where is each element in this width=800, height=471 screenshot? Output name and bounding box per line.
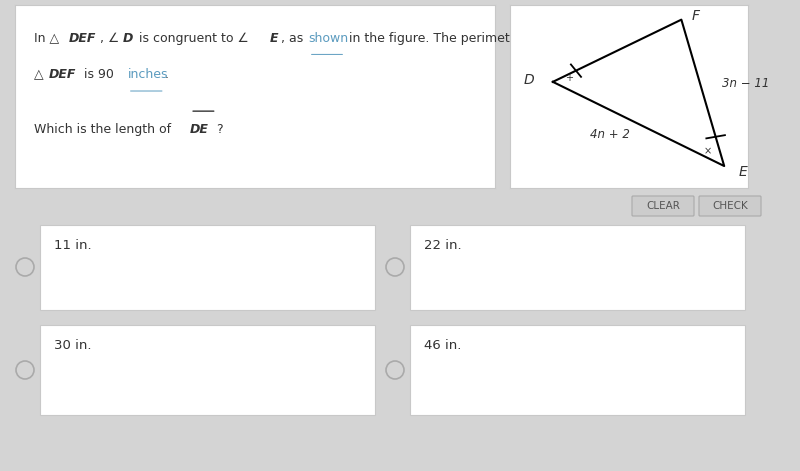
Text: ?: ? [217,123,223,136]
FancyBboxPatch shape [40,225,375,310]
FancyBboxPatch shape [410,325,745,415]
Text: 3n − 11: 3n − 11 [722,77,770,90]
Text: △: △ [34,68,44,81]
Text: E: E [739,164,748,179]
Text: ×: × [703,146,712,156]
Text: , as: , as [282,32,304,45]
FancyBboxPatch shape [40,325,375,415]
Text: F: F [692,9,700,23]
Text: is congruent to ∠: is congruent to ∠ [135,32,249,45]
Text: +: + [566,73,574,83]
Text: 46 in.: 46 in. [424,339,462,352]
FancyBboxPatch shape [699,196,761,216]
Text: CLEAR: CLEAR [646,201,680,211]
Text: DE: DE [190,123,209,136]
Text: 11 in.: 11 in. [54,239,92,252]
Text: in the figure. The perimeter of: in the figure. The perimeter of [346,32,539,45]
Text: , ∠: , ∠ [101,32,120,45]
Text: DEF: DEF [49,68,76,81]
Text: E: E [270,32,278,45]
FancyBboxPatch shape [632,196,694,216]
Text: CHECK: CHECK [712,201,748,211]
Text: In △: In △ [34,32,59,45]
Text: 30 in.: 30 in. [54,339,91,352]
Text: inches: inches [128,68,168,81]
Text: D: D [123,32,134,45]
Text: .: . [165,68,169,81]
Text: shown: shown [309,32,349,45]
Text: D: D [524,73,534,87]
Text: Which is the length of: Which is the length of [34,123,171,136]
Text: is 90: is 90 [80,68,114,81]
Text: DEF: DEF [69,32,96,45]
Text: 4n + 2: 4n + 2 [590,129,630,141]
Text: 22 in.: 22 in. [424,239,462,252]
FancyBboxPatch shape [410,225,745,310]
